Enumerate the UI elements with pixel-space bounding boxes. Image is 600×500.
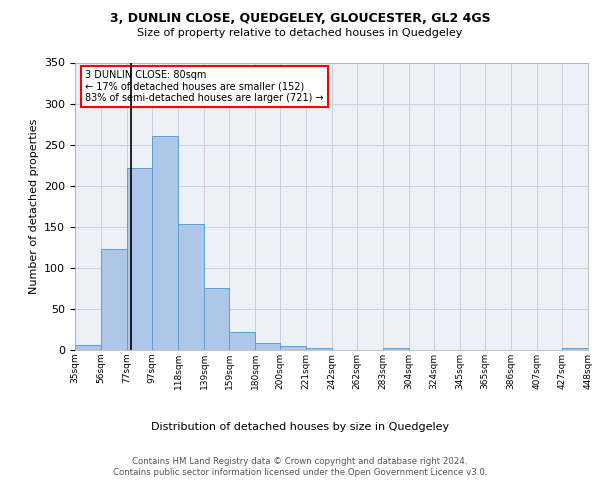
- Bar: [383, 348, 409, 350]
- Bar: [178, 224, 204, 350]
- Bar: [562, 348, 588, 350]
- Bar: [152, 136, 178, 350]
- Bar: [75, 345, 101, 350]
- Text: Contains HM Land Registry data © Crown copyright and database right 2024.
Contai: Contains HM Land Registry data © Crown c…: [113, 458, 487, 477]
- Bar: [229, 332, 255, 350]
- Bar: [306, 348, 332, 350]
- Bar: [280, 346, 306, 350]
- Y-axis label: Number of detached properties: Number of detached properties: [29, 118, 38, 294]
- Bar: [204, 288, 229, 350]
- Text: Size of property relative to detached houses in Quedgeley: Size of property relative to detached ho…: [137, 28, 463, 38]
- Text: 3, DUNLIN CLOSE, QUEDGELEY, GLOUCESTER, GL2 4GS: 3, DUNLIN CLOSE, QUEDGELEY, GLOUCESTER, …: [110, 12, 490, 26]
- Bar: [127, 168, 152, 350]
- Bar: [101, 249, 127, 350]
- Text: 3 DUNLIN CLOSE: 80sqm
← 17% of detached houses are smaller (152)
83% of semi-det: 3 DUNLIN CLOSE: 80sqm ← 17% of detached …: [85, 70, 324, 103]
- Bar: [255, 342, 280, 350]
- Text: Distribution of detached houses by size in Quedgeley: Distribution of detached houses by size …: [151, 422, 449, 432]
